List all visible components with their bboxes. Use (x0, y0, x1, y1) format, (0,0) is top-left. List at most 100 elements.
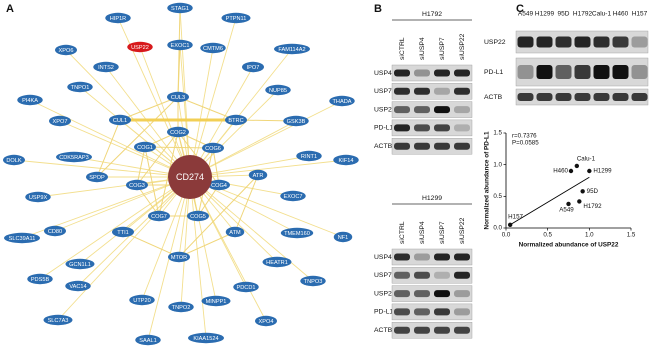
node (225, 226, 245, 238)
node (167, 2, 193, 14)
point-label: 95D (587, 188, 599, 195)
node-label: CUL3 (171, 95, 185, 101)
edge (136, 184, 160, 217)
node-label: NF1 (338, 235, 349, 241)
band (593, 36, 610, 48)
edge (197, 184, 220, 217)
center-node (168, 155, 212, 199)
band (434, 253, 450, 261)
node-label: CD80 (48, 229, 62, 235)
band (454, 326, 470, 334)
protein-label: USP22 (374, 290, 396, 297)
y-axis-label: Normalized abundance of PD-L1 (484, 131, 491, 229)
point (566, 201, 571, 207)
edge (177, 96, 237, 121)
node (105, 12, 131, 24)
node-label: THADA (333, 99, 352, 105)
protein-label: USP4 (374, 254, 392, 261)
node (208, 179, 230, 191)
lane-label: siUSP4 (419, 221, 426, 244)
band (394, 124, 410, 132)
node (200, 42, 226, 54)
node-label: ATM (229, 230, 241, 236)
lane-label: 95D (558, 11, 570, 18)
band (631, 93, 648, 101)
band (612, 36, 629, 48)
node-label: SAAL1 (139, 338, 156, 344)
node-label: KIAA1524 (193, 336, 218, 342)
node-label: INTS2 (98, 65, 114, 71)
node-label: CUL1 (113, 118, 127, 124)
band (555, 65, 572, 79)
edge (189, 17, 237, 178)
x-tick-label: 1.5 (627, 232, 636, 239)
edge (189, 176, 314, 282)
node (248, 169, 268, 181)
edge (77, 176, 191, 287)
node-label: EXOC1 (171, 43, 190, 49)
band (612, 65, 629, 79)
blot-strip (391, 101, 473, 118)
node-label: BTRC (228, 118, 243, 124)
node (112, 226, 134, 238)
node (333, 231, 353, 243)
band (454, 69, 470, 77)
node-label: DOLK (6, 158, 22, 164)
fit-line (509, 176, 590, 226)
node (188, 332, 224, 344)
edge (178, 174, 259, 258)
band (555, 36, 572, 48)
node (333, 154, 359, 166)
band (631, 36, 648, 48)
node-label: COG4 (211, 183, 227, 189)
node-label: SLC7A3 (48, 318, 69, 324)
cell-line-label: H1299 (422, 195, 442, 202)
edge (79, 176, 191, 265)
band (517, 65, 534, 79)
node-label: XPO7 (53, 119, 68, 125)
y-tick-label: 1.5 (493, 130, 502, 137)
node (202, 142, 224, 154)
band (434, 326, 450, 334)
node-label: FAM114A2 (278, 47, 305, 53)
node-label: PDCD1 (237, 285, 256, 291)
point (587, 168, 592, 174)
node (44, 225, 66, 237)
point-label: H1299 (593, 168, 612, 175)
lane-label: siUSP4 (419, 37, 426, 60)
band (454, 290, 470, 298)
x-tick-label: 0.0 (502, 232, 511, 239)
band (394, 69, 410, 77)
node (86, 171, 108, 183)
node-label: MTOR (171, 255, 187, 261)
edge (141, 176, 191, 301)
node-label: SLC39A11 (9, 236, 36, 242)
node (280, 227, 314, 239)
blot-strip (391, 83, 473, 100)
node-label: STAG1 (171, 6, 189, 12)
band (394, 106, 410, 114)
band (454, 271, 470, 279)
band (536, 65, 553, 79)
node-label: CDK5RAP3 (59, 155, 89, 161)
band (454, 253, 470, 261)
node-label: ATR (253, 173, 264, 179)
band (574, 36, 591, 48)
edge (177, 44, 181, 98)
edge (139, 46, 191, 178)
edge (136, 131, 179, 186)
y-tick-label: 0.0 (493, 225, 502, 232)
node-label: TNPO3 (304, 279, 323, 285)
node (49, 115, 71, 127)
y-tick-label: 0.5 (493, 193, 502, 200)
node (25, 191, 51, 203)
node-label: COG7 (151, 214, 167, 220)
node (168, 301, 194, 313)
annotation: r=0.7376 (512, 133, 537, 140)
node (167, 126, 189, 138)
node-label: XPO4 (259, 319, 274, 325)
blot-strip (391, 267, 473, 284)
center-node-label: CD274 (176, 172, 204, 182)
node (127, 41, 153, 53)
